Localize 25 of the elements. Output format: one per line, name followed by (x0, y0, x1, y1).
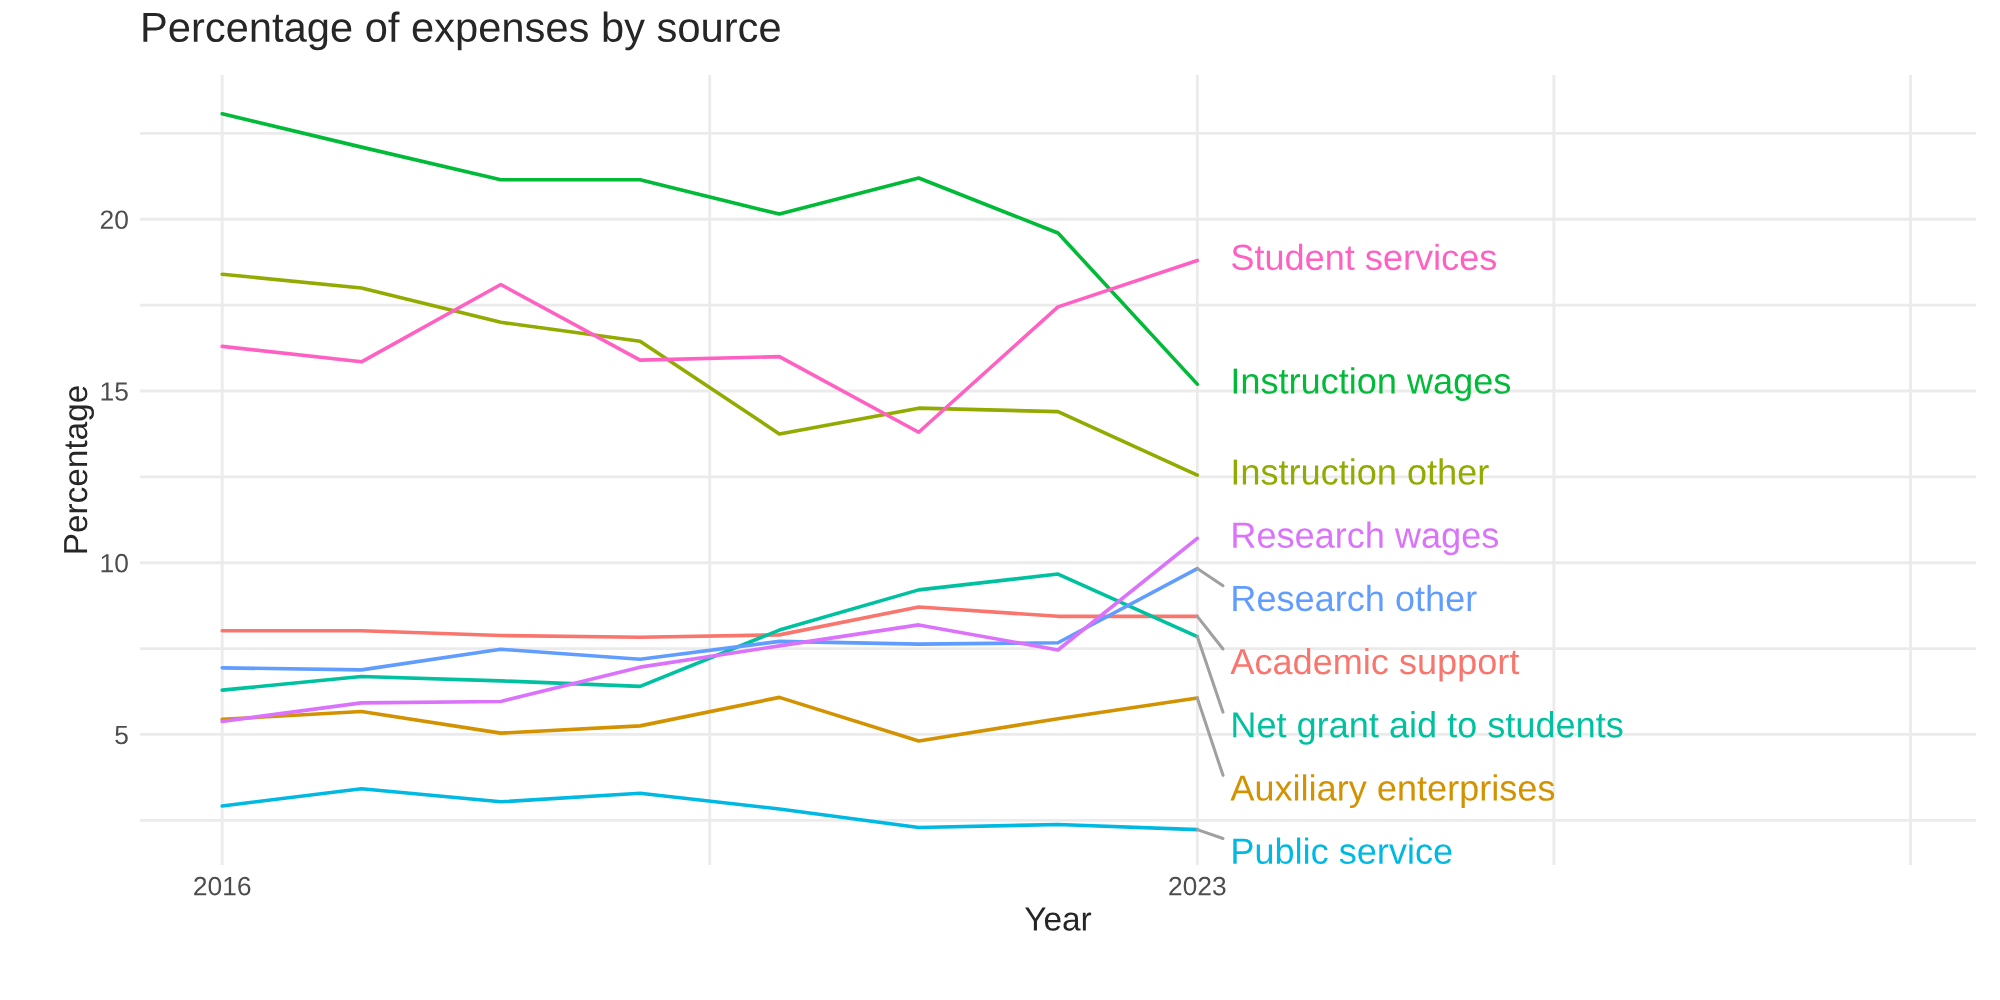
series-label: Research other (1233, 584, 1477, 612)
series-label: Instruction other (1233, 458, 1489, 485)
series-label: Student services (1231, 243, 1496, 271)
x-axis-title: Year (1025, 907, 1092, 931)
line-series (220, 695, 1200, 743)
line-series (220, 572, 1200, 692)
line-series (220, 272, 1200, 477)
text: Auxiliary enterprises (1230, 774, 1555, 808)
series-label: Research wages (1233, 521, 1499, 556)
line-series (220, 536, 1200, 724)
text: Net grant aid to students (1233, 711, 1623, 745)
chart-title: Percentage of expenses by source (143, 11, 780, 51)
x-tick-label: 2016 (194, 876, 251, 896)
line-series (220, 566, 1200, 672)
series-label: Public service (1233, 837, 1452, 865)
y-tick-label: 10 (101, 553, 128, 573)
x-tick-label: 2023 (1169, 876, 1226, 896)
line-series (220, 112, 1200, 386)
y-axis-title: Percentage (64, 386, 94, 553)
y-tick-label: 5 (115, 725, 128, 745)
series-label: Academic support (1230, 647, 1520, 682)
line-series (220, 258, 1200, 435)
y-tick-label: 20 (100, 210, 128, 230)
y-tick-label: 15 (101, 382, 128, 401)
series-label: Instruction wages (1233, 367, 1511, 401)
